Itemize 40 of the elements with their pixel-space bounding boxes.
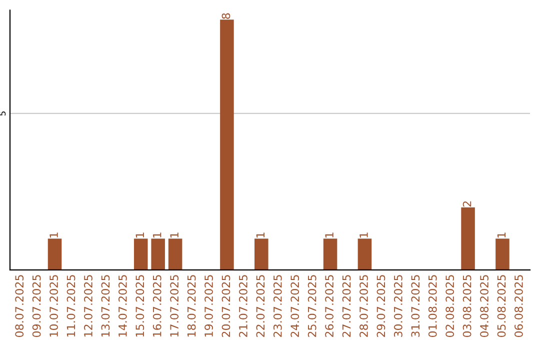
x-tick-label: 17.07.2025 — [170, 275, 179, 337]
x-tick-label: 05.08.2025 — [497, 275, 506, 338]
x-tick-label: 02.08.2025 — [446, 275, 454, 338]
x-tick-label: 01.08.2025 — [428, 275, 437, 338]
data-label: 1 — [256, 232, 264, 238]
data-label: 1 — [136, 232, 144, 238]
x-tick-label: 24.07.2025 — [290, 275, 300, 337]
x-tick-label: 06.08.2025 — [514, 275, 523, 338]
x-tick-label: 15.07.2025 — [136, 275, 144, 337]
x-tick-label: 28.07.2025 — [360, 275, 368, 337]
x-tick-label: 08.07.2025 — [15, 275, 24, 338]
x-tick-label: 12.07.2025 — [84, 275, 92, 337]
x-tick-label: 03.08.2025 — [462, 275, 472, 338]
x-tick-label: 09.07.2025 — [32, 275, 41, 338]
data-label: 1 — [153, 232, 162, 238]
x-tick-label: 14.07.2025 — [118, 275, 127, 337]
x-tick-label: 10.07.2025 — [50, 275, 58, 337]
data-label: 2 — [462, 201, 472, 207]
data-label: 1 — [170, 232, 178, 238]
data-label: 1 — [497, 232, 506, 238]
x-tick-label: 16.07.2025 — [152, 275, 162, 337]
x-tick-label: 29.07.2025 — [376, 275, 386, 337]
data-label: 1 — [325, 232, 334, 238]
x-tick-label: 11.07.2025 — [66, 275, 76, 337]
x-tick-label: 23.07.2025 — [273, 275, 282, 337]
x-tick-label: 18.07.2025 — [187, 275, 196, 337]
data-label: 1 — [360, 232, 368, 238]
x-tick-label: 25.07.2025 — [308, 275, 316, 337]
x-tick-label: 21.07.2025 — [238, 275, 248, 337]
x-tick-label: 13.07.2025 — [101, 275, 110, 337]
x-tick-label: 26.07.2025 — [325, 275, 334, 337]
data-label: 8 — [222, 13, 230, 19]
x-tick-label: 30.07.2025 — [394, 275, 402, 337]
data-label: 1 — [50, 232, 58, 238]
x-tick-label: 31.07.2025 — [411, 275, 420, 337]
x-tick-label: 19.07.2025 — [204, 275, 213, 337]
x-tick-label: 22.07.2025 — [256, 275, 265, 337]
x-tick-label: 04.08.2025 — [480, 275, 488, 338]
x-tick-label: 27.07.2025 — [342, 275, 351, 337]
x-tick-label: 20.07.2025 — [222, 275, 230, 337]
